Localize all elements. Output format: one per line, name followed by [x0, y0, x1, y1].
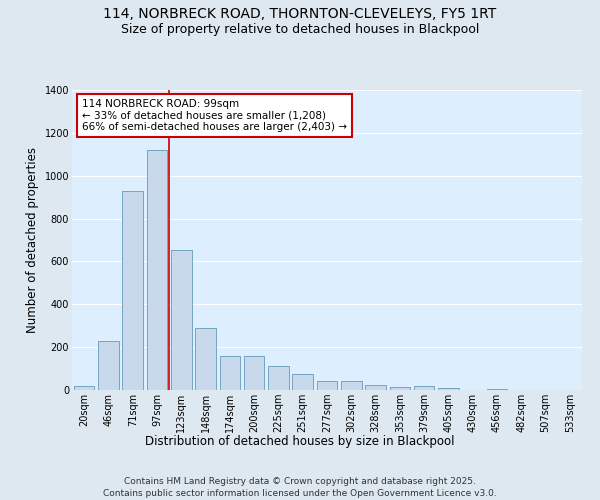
Bar	[414, 386, 434, 390]
Bar	[122, 190, 143, 390]
Bar	[438, 388, 459, 390]
Bar	[317, 382, 337, 390]
Bar	[341, 382, 362, 390]
Bar	[220, 356, 240, 390]
Bar	[365, 384, 386, 390]
Bar	[389, 387, 410, 390]
Bar	[74, 386, 94, 390]
Bar	[195, 328, 216, 390]
Text: Distribution of detached houses by size in Blackpool: Distribution of detached houses by size …	[145, 435, 455, 448]
Text: Size of property relative to detached houses in Blackpool: Size of property relative to detached ho…	[121, 22, 479, 36]
Bar	[146, 150, 167, 390]
Text: 114, NORBRECK ROAD, THORNTON-CLEVELEYS, FY5 1RT: 114, NORBRECK ROAD, THORNTON-CLEVELEYS, …	[103, 8, 497, 22]
Bar	[487, 389, 508, 390]
Text: 114 NORBRECK ROAD: 99sqm
← 33% of detached houses are smaller (1,208)
66% of sem: 114 NORBRECK ROAD: 99sqm ← 33% of detach…	[82, 99, 347, 132]
Bar	[244, 356, 265, 390]
Bar	[268, 366, 289, 390]
Y-axis label: Number of detached properties: Number of detached properties	[26, 147, 39, 333]
Bar	[98, 340, 119, 390]
Bar	[292, 374, 313, 390]
Text: Contains HM Land Registry data © Crown copyright and database right 2025.
Contai: Contains HM Land Registry data © Crown c…	[103, 476, 497, 498]
Bar	[171, 250, 191, 390]
